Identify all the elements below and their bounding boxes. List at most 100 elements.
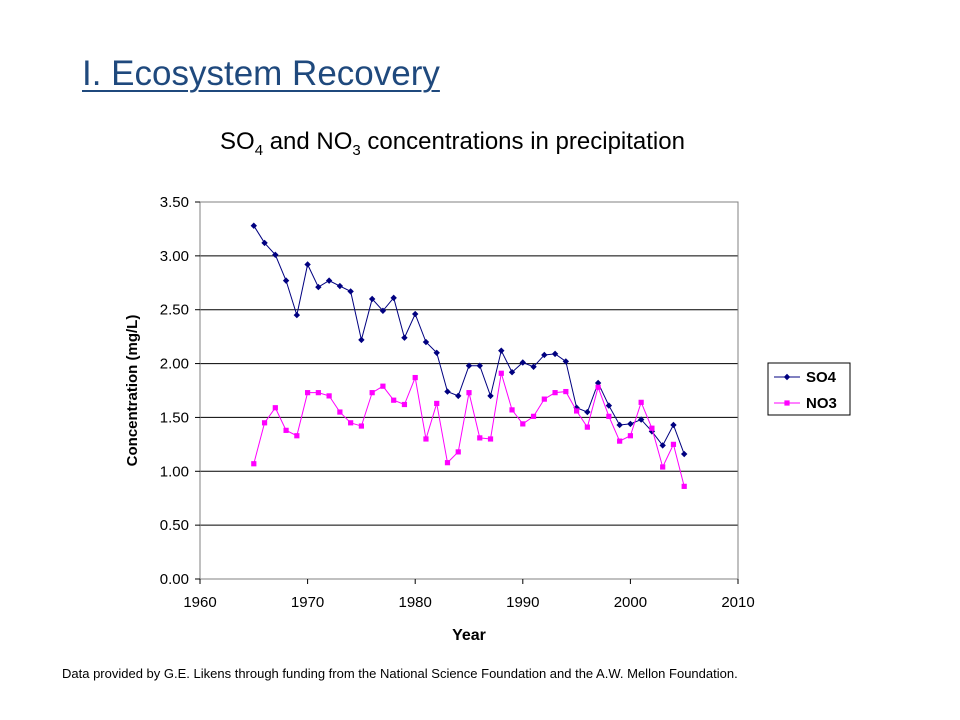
legend-label: SO4 (806, 369, 837, 386)
data-point-no3 (283, 427, 289, 433)
data-point-no3 (552, 390, 558, 396)
data-point-so4 (433, 349, 440, 356)
data-point-so4 (627, 420, 634, 428)
y-tick-label: 0.00 (160, 571, 189, 588)
data-point-so4 (390, 294, 397, 302)
data-point-so4 (541, 351, 548, 359)
data-point-no3 (509, 407, 515, 413)
data-point-so4 (455, 392, 462, 400)
data-point-so4 (368, 295, 376, 303)
data-point-so4 (347, 288, 354, 295)
data-point-so4 (562, 358, 570, 365)
series-line-so4 (253, 225, 685, 455)
chart-title-subscript: 3 (352, 141, 361, 159)
data-point-so4 (508, 368, 516, 376)
legend-item-so4: SO4 (774, 369, 837, 386)
data-point-so4 (487, 392, 494, 400)
data-point-no3 (272, 405, 278, 411)
data-point-so4 (584, 408, 591, 416)
data-point-so4 (476, 362, 483, 369)
y-tick-label: 2.00 (160, 356, 189, 373)
data-point-no3 (315, 390, 321, 396)
legend-box (767, 362, 851, 416)
x-tick-label: 1960 (183, 594, 216, 611)
data-point-no3 (477, 435, 483, 441)
data-point-no3 (455, 449, 461, 455)
data-point-so4 (282, 277, 290, 284)
data-point-no3 (423, 436, 429, 442)
data-point-so4 (358, 336, 365, 344)
data-point-so4 (670, 421, 677, 429)
data-point-no3 (348, 420, 354, 426)
data-point-no3 (391, 397, 397, 403)
data-point-no3 (358, 423, 364, 429)
data-point-so4 (594, 379, 602, 387)
data-point-no3 (617, 438, 623, 444)
y-tick-label: 1.00 (160, 463, 189, 480)
data-point-no3 (595, 384, 601, 390)
series-no3 (251, 370, 687, 489)
data-point-no3 (380, 383, 386, 389)
y-tick-label: 1.50 (160, 409, 189, 426)
data-point-so4 (250, 222, 257, 229)
data-source-footnote: Data provided by G.E. Likens through fun… (62, 666, 738, 681)
data-point-so4 (648, 428, 656, 435)
data-point-so4 (293, 311, 301, 319)
data-point-no3 (369, 390, 375, 396)
data-point-so4 (637, 416, 645, 423)
y-tick-label: 3.50 (160, 194, 189, 211)
data-point-so4 (681, 450, 688, 458)
legend-label: NO3 (806, 395, 837, 412)
data-point-no3 (627, 433, 633, 439)
data-point-so4 (498, 347, 505, 354)
data-point-so4 (412, 310, 419, 318)
chart-title: SO4 and NO3 concentrations in precipitat… (220, 128, 750, 159)
data-point-so4 (304, 261, 311, 268)
data-point-no3 (466, 390, 472, 396)
x-tick-label: 2010 (721, 594, 754, 611)
data-point-so4 (379, 307, 387, 314)
legend-item-no3: NO3 (774, 395, 837, 412)
data-point-no3 (305, 390, 311, 396)
y-axis-ticks: 0.00 0.50 1.00 1.50 2.00 2.50 3.00 3.50 (160, 194, 200, 588)
y-axis-label: Concentration (mg/L) (124, 315, 141, 467)
y-tick-label: 0.50 (160, 517, 189, 534)
data-point-no3 (574, 408, 580, 414)
data-point-no3 (520, 421, 526, 427)
data-point-no3 (606, 413, 612, 419)
data-point-so4 (444, 388, 451, 395)
data-point-no3 (434, 400, 440, 407)
data-point-so4 (605, 402, 613, 409)
data-point-no3 (660, 464, 666, 470)
legend-marker (784, 400, 790, 406)
y-tick-label: 2.50 (160, 302, 189, 319)
data-point-so4 (616, 421, 623, 429)
x-tick-label: 1970 (291, 594, 324, 611)
data-point-no3 (498, 370, 504, 376)
data-point-no3 (638, 399, 644, 405)
data-point-no3 (681, 483, 687, 489)
data-point-no3 (294, 433, 300, 439)
series-so4 (250, 222, 688, 458)
data-point-so4 (261, 239, 268, 247)
data-point-so4 (272, 251, 279, 258)
data-point-no3 (541, 396, 547, 402)
slide-title: I. Ecosystem Recovery (82, 54, 440, 93)
data-point-no3 (444, 460, 451, 466)
data-point-no3 (401, 401, 408, 408)
data-point-no3 (337, 409, 343, 415)
data-point-no3 (326, 393, 332, 399)
data-point-so4 (465, 362, 473, 369)
data-point-so4 (422, 338, 430, 346)
data-point-so4 (551, 350, 559, 358)
chart-title-part: SO (220, 128, 255, 155)
data-point-so4 (659, 442, 666, 449)
data-point-no3 (670, 441, 677, 447)
data-point-so4 (336, 282, 344, 290)
x-tick-label: 1990 (506, 594, 539, 611)
x-axis-ticks: 1960 1970 1980 1990 2000 2010 (183, 579, 755, 611)
data-point-no3 (530, 413, 537, 419)
legend-marker (783, 373, 791, 381)
data-point-so4 (325, 277, 333, 284)
